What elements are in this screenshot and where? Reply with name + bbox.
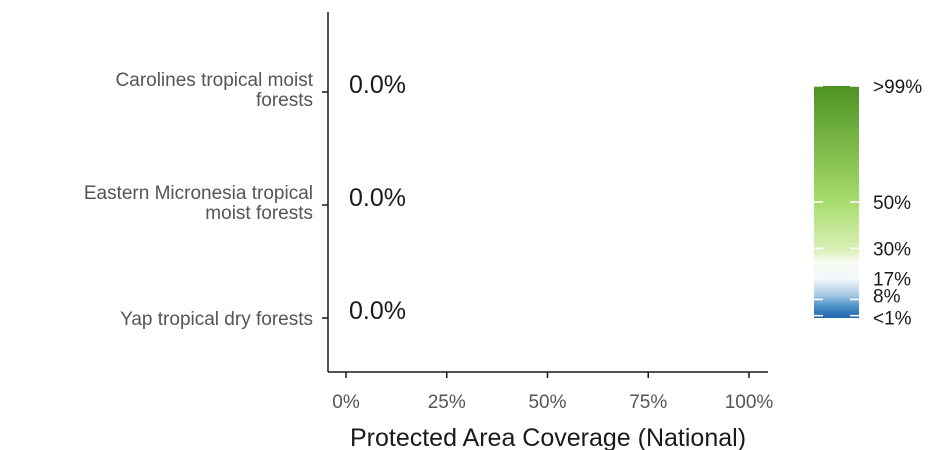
- x-tick-label: 75%: [629, 392, 667, 413]
- x-tick-label: 25%: [428, 392, 466, 413]
- data-label: 0.0%: [349, 71, 406, 99]
- y-tick-label: Carolines tropical moist forests: [116, 70, 314, 111]
- x-tick-label: 50%: [528, 392, 566, 413]
- colorbar-label: 17%: [873, 270, 911, 291]
- colorbar-label: 30%: [873, 239, 911, 260]
- y-tick-label: Eastern Micronesia tropical moist forests: [84, 183, 313, 224]
- y-axis: Carolines tropical moist forests Eastern M…: [84, 70, 328, 330]
- x-axis-title: Protected Area Coverage (National): [350, 424, 746, 450]
- data-label: 0.0%: [349, 184, 406, 212]
- colorbar-label: 8%: [873, 286, 901, 307]
- colorbar-label: <1%: [873, 309, 912, 330]
- colorbar-label: >99%: [873, 77, 922, 98]
- data-label: 0.0%: [349, 297, 406, 325]
- colorbar-ticks: [814, 85, 859, 317]
- data-labels: 0.0% 0.0% 0.0%: [349, 71, 406, 325]
- colorbar-labels: >99% 50% 30% 17%8%<1%: [873, 77, 922, 330]
- colorbar-legend: >99% 50% 30% 17%8%<1%: [814, 77, 922, 330]
- y-tick-label: Yap tropical dry forests: [120, 309, 313, 330]
- x-axis: 0% 25% 50% 75% 100%: [332, 372, 773, 413]
- x-tick-label: 0%: [332, 392, 360, 413]
- colorbar-label: 50%: [873, 193, 911, 214]
- x-tick-label: 100%: [725, 392, 774, 413]
